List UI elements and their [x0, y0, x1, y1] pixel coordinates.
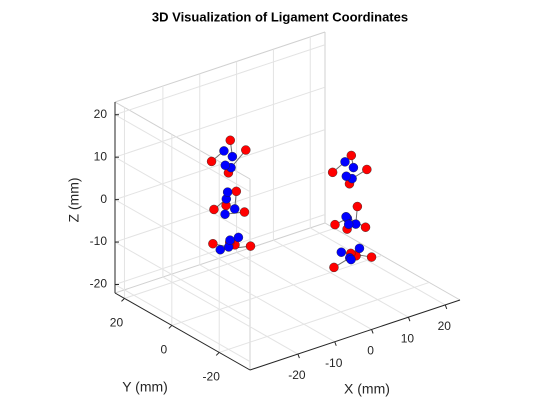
point — [330, 219, 340, 230]
point — [327, 167, 338, 178]
box-edge — [114, 31, 326, 103]
grid-line — [310, 227, 446, 306]
grid-line — [114, 199, 251, 278]
grid-line — [124, 227, 335, 299]
point — [219, 146, 229, 156]
tick-mark — [371, 329, 374, 334]
y-axis-label: Y (mm) — [122, 379, 168, 395]
x-tick-label: -20 — [288, 368, 306, 382]
point — [241, 145, 251, 155]
point — [352, 201, 363, 212]
tick-mark — [444, 304, 448, 310]
point — [231, 186, 242, 197]
tick-mark — [121, 298, 125, 302]
point — [239, 207, 250, 217]
point — [208, 239, 218, 249]
grid-line — [219, 281, 430, 353]
point — [220, 160, 230, 170]
point — [366, 252, 377, 262]
x-tick-label: -10 — [325, 356, 343, 370]
box-edge — [324, 222, 461, 301]
z-tick-label: 10 — [94, 149, 108, 163]
point — [346, 254, 356, 265]
point — [222, 187, 233, 197]
grid-line — [162, 276, 299, 355]
grid-line — [114, 241, 251, 320]
point — [220, 209, 230, 219]
chart-title: 3D Visualization of Ligament Coordinates — [152, 9, 408, 24]
grid-line — [114, 284, 251, 362]
tick-mark — [168, 325, 173, 329]
tick-mark — [297, 353, 300, 359]
point — [354, 243, 365, 254]
tick-mark — [334, 341, 337, 346]
grid-line — [114, 44, 326, 116]
point — [225, 135, 235, 145]
grid-line — [114, 114, 251, 193]
grid-line — [114, 156, 251, 235]
grid-line — [199, 264, 335, 343]
grid-line — [236, 252, 372, 330]
point — [209, 204, 219, 215]
x-tick-label: 10 — [401, 331, 415, 345]
x-axis — [249, 299, 461, 371]
point — [245, 241, 256, 251]
grid-line — [273, 239, 409, 318]
z-tick-label: 0 — [100, 192, 107, 206]
point — [233, 232, 244, 243]
point — [348, 162, 359, 173]
grid-line — [114, 129, 326, 201]
point — [336, 247, 347, 257]
grid-line — [114, 171, 326, 243]
point — [225, 235, 235, 245]
point — [360, 222, 371, 232]
point — [346, 150, 357, 161]
y-tick-label: -20 — [203, 370, 221, 384]
x-axis-label: X (mm) — [344, 381, 390, 397]
point — [343, 219, 354, 229]
point — [206, 156, 217, 167]
point — [362, 164, 372, 175]
y-tick-label: 20 — [110, 316, 124, 330]
tick-mark — [407, 317, 411, 322]
box-edge — [114, 222, 326, 294]
x-tick-label: 0 — [367, 344, 374, 358]
grid-line — [171, 254, 383, 326]
z-axis-label: Z (mm) — [66, 177, 82, 222]
point — [215, 245, 225, 255]
z-tick-label: 20 — [94, 107, 108, 121]
y-tick-label: 0 — [160, 343, 167, 357]
point — [329, 262, 339, 273]
point — [227, 151, 238, 162]
grid-line — [114, 86, 326, 158]
tick-mark — [215, 352, 220, 356]
point — [340, 157, 350, 167]
x-tick-label: 20 — [438, 319, 452, 333]
z-tick-label: -10 — [90, 234, 108, 248]
point — [230, 204, 240, 214]
z-tick-label: -20 — [90, 277, 108, 291]
y-axis — [114, 292, 251, 371]
point — [341, 171, 352, 181]
